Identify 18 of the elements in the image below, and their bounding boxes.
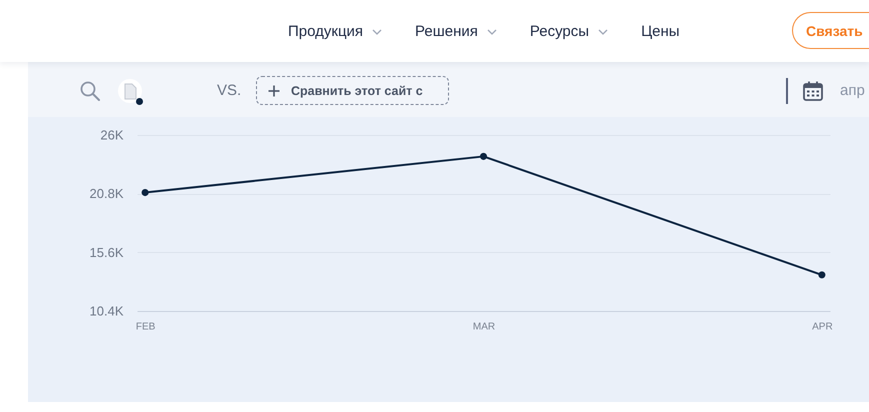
text: апр (840, 81, 865, 101)
y-tick-label: 20.8K (90, 186, 124, 202)
text: Решения (415, 22, 478, 42)
y-tick-label: 26K (100, 128, 124, 142)
y-tick-label: 10.4K (90, 304, 124, 318)
x-tick-label: APR (812, 322, 833, 332)
point (480, 152, 488, 160)
text: VS. (217, 81, 242, 101)
point (818, 271, 826, 278)
text: Ресурсы (530, 22, 590, 42)
x-tick-label: FEB (136, 322, 156, 332)
point (142, 189, 149, 196)
text: Цены (641, 22, 680, 42)
x-tick-label: MAR (472, 322, 496, 332)
text: Продукция (288, 22, 364, 42)
text: Связать (806, 22, 863, 41)
text: Сравнить этот сайт с (291, 83, 423, 100)
y-tick-label: 15.6K (90, 244, 124, 260)
